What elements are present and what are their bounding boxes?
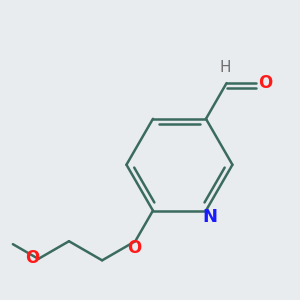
Text: O: O [258, 74, 272, 92]
Text: O: O [127, 239, 142, 257]
Text: O: O [26, 249, 40, 267]
Text: H: H [219, 60, 231, 75]
Text: N: N [202, 208, 217, 226]
